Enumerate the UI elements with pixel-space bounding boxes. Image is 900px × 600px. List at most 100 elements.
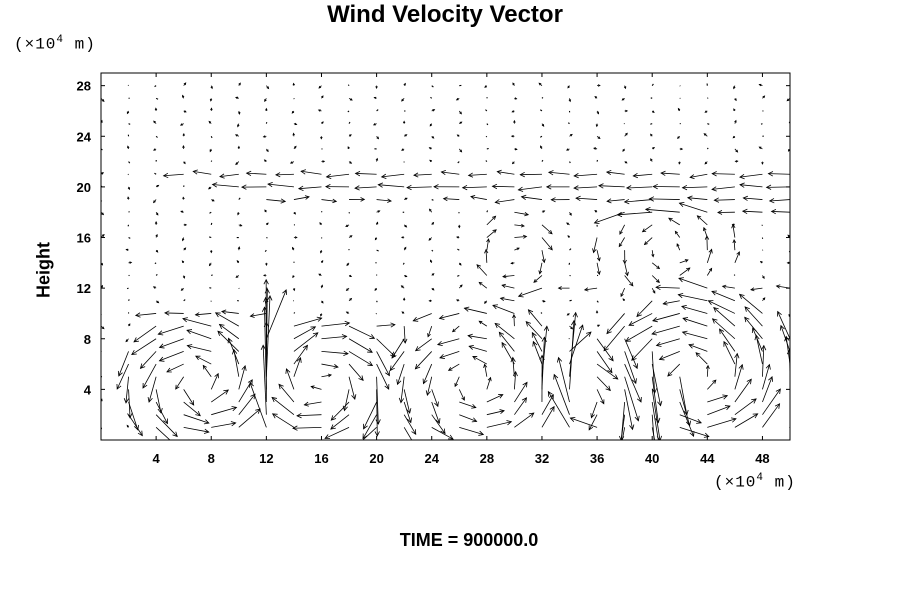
wind-vector [707,300,736,314]
wind-vector [321,121,324,124]
wind-vector [348,161,353,164]
wind-vector [566,222,570,226]
wind-vector [347,110,350,113]
wind-vector [620,287,626,298]
wind-vector [101,98,105,103]
wind-vector [265,107,268,111]
wind-vector [396,363,405,386]
wind-vector [595,310,599,314]
wind-vector [527,309,543,327]
wind-vector [179,123,184,126]
wind-vector [454,376,460,388]
wind-vector [374,389,380,437]
wind-vector [532,340,543,365]
wind-vector [265,294,273,377]
wind-vector [744,306,763,327]
wind-vector [625,325,653,342]
wind-vector [667,363,681,377]
wind-vector [429,123,433,127]
wind-vector [511,110,515,113]
wind-vector [624,275,634,287]
wind-vector [431,401,441,425]
wind-vector [624,376,640,422]
wind-vector [457,248,460,251]
x-unit-exponent: 4 [756,472,765,484]
wind-vector [425,376,433,397]
wind-vector [679,389,692,427]
x-tick-label: 24 [424,451,439,466]
wind-vector [376,322,396,328]
wind-vector [431,199,434,201]
wind-vector [704,110,708,113]
wind-vector [186,344,212,352]
wind-vector [707,405,731,416]
wind-vector [401,148,405,151]
wind-vector [593,211,625,224]
wind-vector [733,85,736,90]
wind-vector [319,313,323,317]
wind-vector [154,107,158,112]
wind-vector [245,170,267,177]
wind-vector [292,275,295,279]
wind-vector [429,259,433,263]
wind-vector [652,313,680,323]
wind-vector [293,357,302,377]
wind-vector [209,148,212,153]
wind-vector [271,413,295,428]
wind-vector [321,334,348,340]
wind-vector [483,363,488,377]
wind-vector [209,211,212,214]
wind-vector [533,275,543,283]
wind-vector [486,229,497,238]
wind-vector [468,344,487,352]
wind-vector [266,148,269,153]
wind-vector [738,293,763,314]
wind-vector [403,224,408,228]
wind-vector [289,161,295,164]
wind-vector [596,351,613,374]
wind-vector [155,211,159,216]
wind-vector [478,281,488,289]
wind-vector [541,336,547,390]
wind-vector [514,147,518,151]
wind-vector [734,160,739,163]
wind-vector [596,135,601,140]
wind-vector [265,262,268,267]
wind-vector [348,235,353,238]
wind-vector [134,312,157,318]
wind-vector [682,317,708,327]
wind-vector [401,98,405,102]
wind-vector [765,184,790,190]
wind-vector [127,224,130,227]
wind-vector [540,312,543,314]
wind-vector [317,109,322,112]
wind-vector [707,379,717,390]
wind-vector [139,351,157,369]
wind-vector [296,412,322,419]
wind-vector [517,287,543,298]
wind-vector [238,365,247,390]
wind-vector [472,356,488,365]
wind-vector [734,98,737,102]
wind-vector [678,202,708,213]
wind-vector [373,96,377,100]
wind-vector [347,146,350,150]
wind-vector [264,209,267,213]
wind-vector [651,376,661,424]
wind-vector [347,84,350,86]
wind-vector [762,363,771,390]
wind-vector [447,363,460,371]
wind-vector [374,287,378,292]
wind-vector [126,424,130,428]
wind-vector [707,394,729,403]
wind-vector [237,110,241,115]
wind-vector [651,83,654,86]
wind-vector [249,381,267,428]
wind-vector [723,340,736,365]
wind-vector [789,386,790,390]
wind-vector [431,426,454,440]
wind-vector [211,389,229,403]
wind-vector [674,230,681,238]
wind-vector [501,341,515,365]
wind-vector [183,223,188,227]
